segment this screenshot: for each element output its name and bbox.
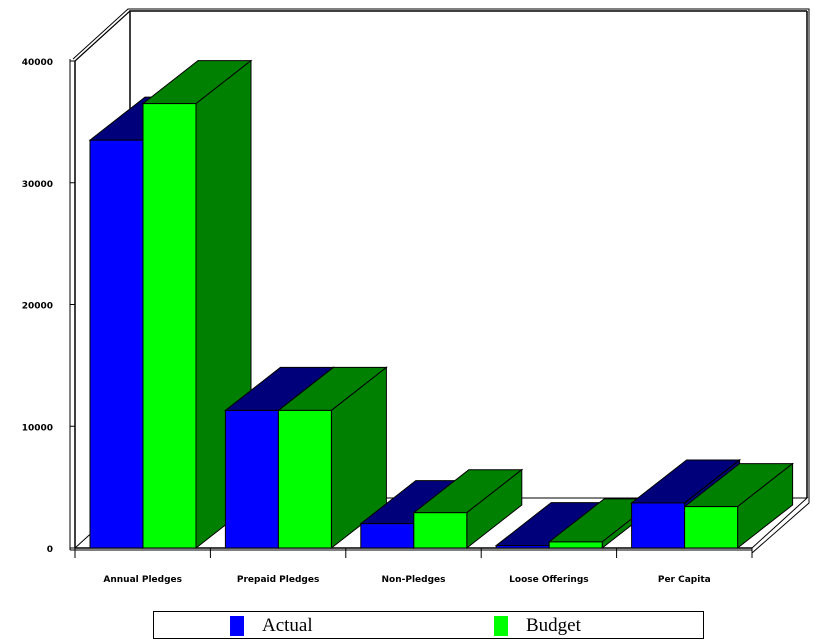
- y-tick-label: 10000: [22, 423, 53, 433]
- x-tick-label: Non-Pledges: [382, 575, 446, 585]
- bar-budget: [413, 512, 468, 549]
- legend: Actual Budget: [153, 611, 704, 639]
- legend-swatch-actual: [230, 616, 244, 636]
- bar-actual: [631, 502, 686, 549]
- bar-actual: [495, 545, 550, 549]
- legend-item-budget: Budget: [494, 615, 581, 636]
- bar-budget: [277, 409, 332, 549]
- y-tick-label: 30000: [22, 180, 53, 190]
- legend-item-actual: Actual: [230, 615, 313, 636]
- x-tick-label: Loose Offerings: [509, 575, 588, 585]
- bar-actual: [224, 409, 279, 549]
- x-tick-label: Per Capita: [658, 575, 711, 585]
- x-tick-label: Annual Pledges: [103, 575, 182, 585]
- bar-budget: [548, 541, 603, 549]
- y-tick-label: 20000: [22, 302, 53, 312]
- bar-budget: [142, 103, 197, 549]
- bar-budget: [684, 506, 739, 549]
- wall-depth-top: [74, 10, 131, 62]
- bar-actual: [89, 139, 144, 549]
- legend-label-budget: Budget: [526, 615, 581, 636]
- legend-swatch-budget: [494, 616, 508, 636]
- legend-label-actual: Actual: [262, 615, 313, 636]
- y-tick-label: 0: [47, 545, 53, 555]
- bar-actual: [360, 523, 415, 549]
- x-tick-label: Prepaid Pledges: [237, 575, 319, 585]
- back-wall-outline: [72, 8, 810, 498]
- y-tick-label: 40000: [22, 58, 53, 68]
